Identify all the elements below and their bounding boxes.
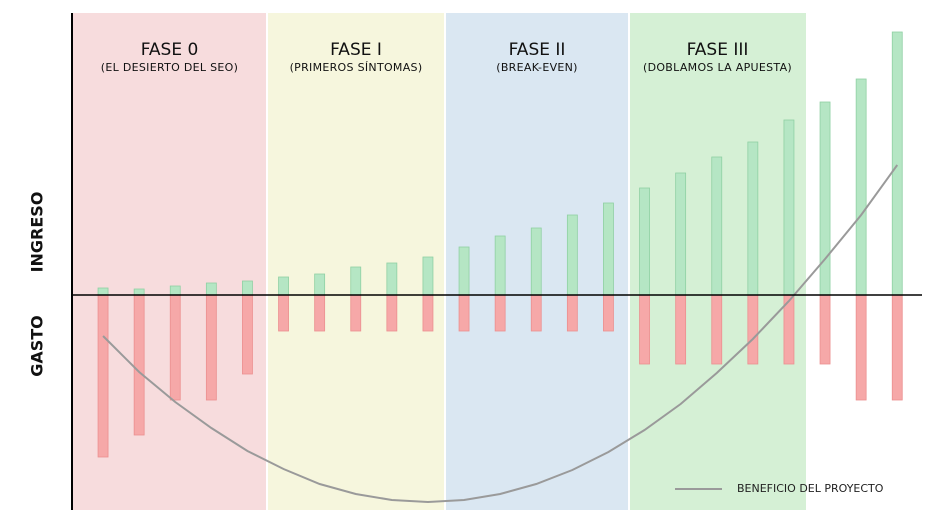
- bar: [783, 119, 795, 296]
- bar: [566, 294, 578, 332]
- profit-line: [102, 164, 899, 504]
- bar: [169, 285, 181, 296]
- bar: [205, 282, 217, 296]
- bar: [97, 294, 109, 458]
- bar: [530, 294, 542, 332]
- phase-title: FASE I: [330, 40, 382, 60]
- bar: [97, 287, 109, 296]
- bar: [603, 294, 614, 332]
- bar: [242, 280, 253, 296]
- bar: [278, 276, 289, 296]
- marks: BENEFICIO DEL PROYECTO: [71, 13, 922, 510]
- bar: [855, 294, 867, 401]
- bar: [205, 294, 217, 401]
- bar: [747, 294, 759, 365]
- phase-subtitle: (PRIMEROS SÍNTOMAS): [290, 61, 423, 74]
- bar: [350, 266, 362, 296]
- phase-bands: FASE 0(EL DESIERTO DEL SEO) FASE I(PRIMER…: [72, 13, 806, 510]
- bar: [314, 273, 326, 296]
- bar: [530, 227, 542, 296]
- bar: [133, 288, 145, 296]
- bar: [603, 202, 614, 296]
- bar: [711, 294, 723, 365]
- phase-title: FASE 0: [141, 40, 199, 60]
- bar: [169, 294, 181, 401]
- bar: [133, 294, 145, 436]
- bar: [494, 294, 506, 332]
- legend-label: BENEFICIO DEL PROYECTO: [737, 482, 884, 495]
- bar: [639, 294, 650, 365]
- bar: [458, 294, 470, 332]
- bar: [819, 294, 831, 365]
- bar: [278, 294, 289, 332]
- bar: [386, 262, 398, 296]
- bar: [639, 187, 650, 296]
- bar: [314, 294, 326, 332]
- bar: [675, 172, 687, 296]
- bar: [855, 78, 867, 296]
- income-label: INGRESO: [28, 192, 47, 273]
- bar: [891, 31, 903, 296]
- bar: [566, 214, 578, 296]
- bar: [242, 294, 253, 375]
- bar: [675, 294, 687, 365]
- bar: [891, 294, 903, 401]
- phase-subtitle: (DOBLAMOS LA APUESTA): [643, 61, 792, 74]
- bar: [386, 294, 398, 332]
- phase-subtitle: (EL DESIERTO DEL SEO): [101, 61, 238, 74]
- phase-subtitle: (BREAK-EVEN): [496, 61, 578, 74]
- bar: [350, 294, 362, 332]
- phase-title: FASE II: [509, 40, 566, 60]
- bar: [747, 141, 759, 296]
- bar: [494, 235, 506, 296]
- bar: [422, 294, 434, 332]
- bar: [711, 156, 723, 296]
- phase-title: FASE III: [687, 40, 749, 60]
- phase-band: [267, 13, 445, 510]
- bar: [819, 101, 831, 296]
- bar: [458, 246, 470, 296]
- expense-label: GASTO: [28, 315, 47, 377]
- bar: [422, 256, 434, 296]
